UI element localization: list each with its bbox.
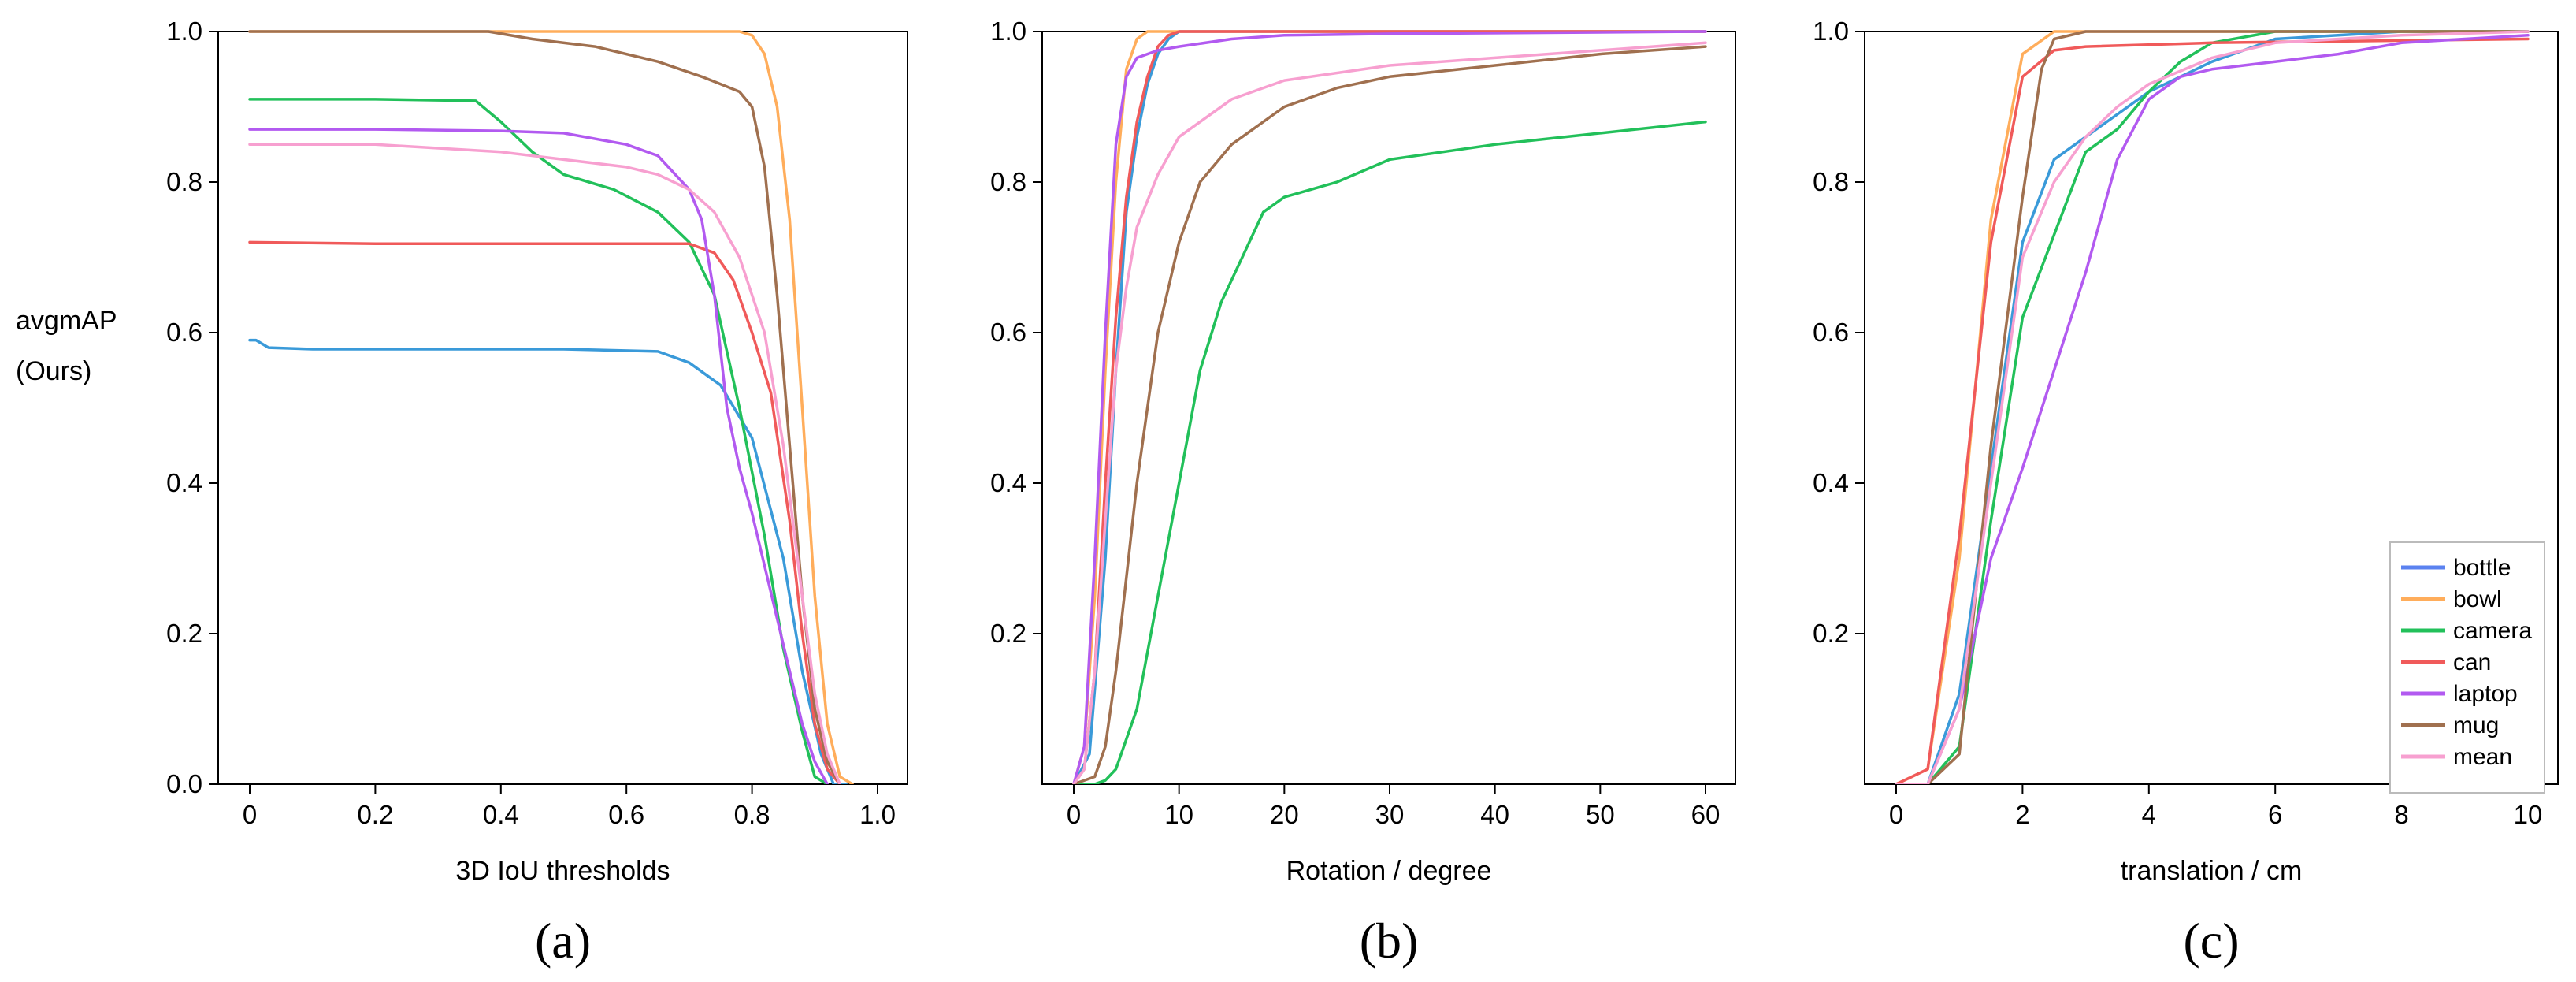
series-line-can bbox=[1895, 37, 2530, 784]
y-tick-label: 0.2 bbox=[990, 619, 1026, 648]
y-tick-label: 0.8 bbox=[990, 167, 1026, 196]
y-tick-label: 0.2 bbox=[1813, 619, 1849, 648]
x-tick-label: 4 bbox=[2142, 800, 2156, 829]
y-axis-label-line1: avgmAP bbox=[16, 306, 117, 336]
series-line-laptop bbox=[248, 128, 829, 784]
series-line-bottle bbox=[1895, 30, 2530, 784]
series-line-bowl bbox=[248, 30, 854, 784]
y-tick-label: 0.8 bbox=[166, 167, 202, 196]
x-tick-label: 60 bbox=[1691, 800, 1720, 829]
x-tick-label: 20 bbox=[1270, 800, 1299, 829]
x-tick-label: 2 bbox=[2015, 800, 2029, 829]
legend-label-laptop: laptop bbox=[2453, 681, 2518, 707]
legend-box bbox=[2389, 541, 2545, 794]
y-tick-label: 0.0 bbox=[166, 769, 202, 798]
series-line-camera bbox=[1072, 120, 1707, 784]
series-line-can bbox=[1072, 30, 1707, 784]
x-tick-label: 0 bbox=[1889, 800, 1903, 829]
y-tick-label: 0.6 bbox=[990, 318, 1026, 347]
y-tick-label: 1.0 bbox=[166, 17, 202, 46]
x-axis-label: translation / cm bbox=[2121, 856, 2303, 886]
series-line-bottle bbox=[248, 338, 848, 784]
x-tick-label: 10 bbox=[2514, 800, 2543, 829]
legend-label-camera: camera bbox=[2453, 618, 2532, 644]
x-tick-label: 6 bbox=[2268, 800, 2282, 829]
series-line-can bbox=[248, 240, 841, 784]
x-tick-label: 0 bbox=[243, 800, 257, 829]
x-tick-label: 0.4 bbox=[483, 800, 519, 829]
legend: bottle bowl camera can laptop mug mean bbox=[2389, 541, 2545, 794]
y-tick-label: 0.4 bbox=[1813, 468, 1849, 497]
series-line-bowl bbox=[1072, 30, 1707, 784]
series-line-mug bbox=[1895, 30, 2530, 784]
series-line-mean bbox=[248, 143, 841, 784]
series-line-bottle bbox=[1072, 30, 1707, 784]
panel-caption: (b) bbox=[1360, 913, 1419, 969]
x-tick-label: 10 bbox=[1164, 800, 1193, 829]
series-line-mean bbox=[1072, 41, 1707, 784]
x-tick-label: 40 bbox=[1480, 800, 1509, 829]
panel-c: 0 2 4 6 8 10 0.2 0.4 0.6 0.8 1.0 translation / cm (c… bbox=[1813, 17, 2559, 969]
legend-label-can: can bbox=[2453, 649, 2491, 675]
y-tick-label: 0.4 bbox=[166, 468, 202, 497]
y-tick-label: 0.2 bbox=[166, 619, 202, 648]
x-tick-label: 0 bbox=[1067, 800, 1081, 829]
y-axis-label-line2: (Ours) bbox=[16, 356, 91, 386]
x-axis-label: Rotation / degree bbox=[1286, 856, 1492, 886]
x-tick-label: 0.8 bbox=[734, 800, 770, 829]
x-tick-label: 0.2 bbox=[357, 800, 393, 829]
y-tick-label: 1.0 bbox=[990, 17, 1026, 46]
panel-caption: (c) bbox=[2183, 913, 2239, 969]
x-axis-label: 3D IoU thresholds bbox=[455, 856, 670, 886]
x-tick-label: 8 bbox=[2394, 800, 2408, 829]
y-tick-label: 0.4 bbox=[990, 468, 1026, 497]
legend-label-mean: mean bbox=[2453, 744, 2512, 770]
series-line-camera bbox=[248, 98, 829, 784]
y-tick-label: 0.8 bbox=[1813, 167, 1849, 196]
legend-label-bottle: bottle bbox=[2453, 555, 2511, 581]
legend-label-mug: mug bbox=[2453, 712, 2499, 738]
x-tick-label: 1.0 bbox=[859, 800, 896, 829]
panel-a: 0 0.2 0.4 0.6 0.8 1.0 0.0 0.2 0.4 0.6 0.8 1.0 3D IoU… bbox=[166, 17, 908, 969]
legend-label-bowl: bowl bbox=[2453, 586, 2502, 612]
y-tick-label: 0.6 bbox=[1813, 318, 1849, 347]
x-tick-label: 50 bbox=[1586, 800, 1615, 829]
series-line-mean bbox=[1895, 30, 2530, 784]
series-line-laptop bbox=[1895, 34, 2530, 784]
x-tick-label: 0.6 bbox=[608, 800, 644, 829]
x-tick-label: 30 bbox=[1375, 800, 1405, 829]
series-line-laptop bbox=[1072, 30, 1707, 784]
series-line-mug bbox=[1072, 45, 1707, 784]
panel-b: 0 10 20 30 40 50 60 0.2 0.4 0.6 0.8 1.0 Rotation / d… bbox=[990, 17, 1736, 969]
y-tick-label: 0.6 bbox=[166, 318, 202, 347]
panel-caption: (a) bbox=[535, 913, 591, 969]
y-tick-label: 1.0 bbox=[1813, 17, 1849, 46]
